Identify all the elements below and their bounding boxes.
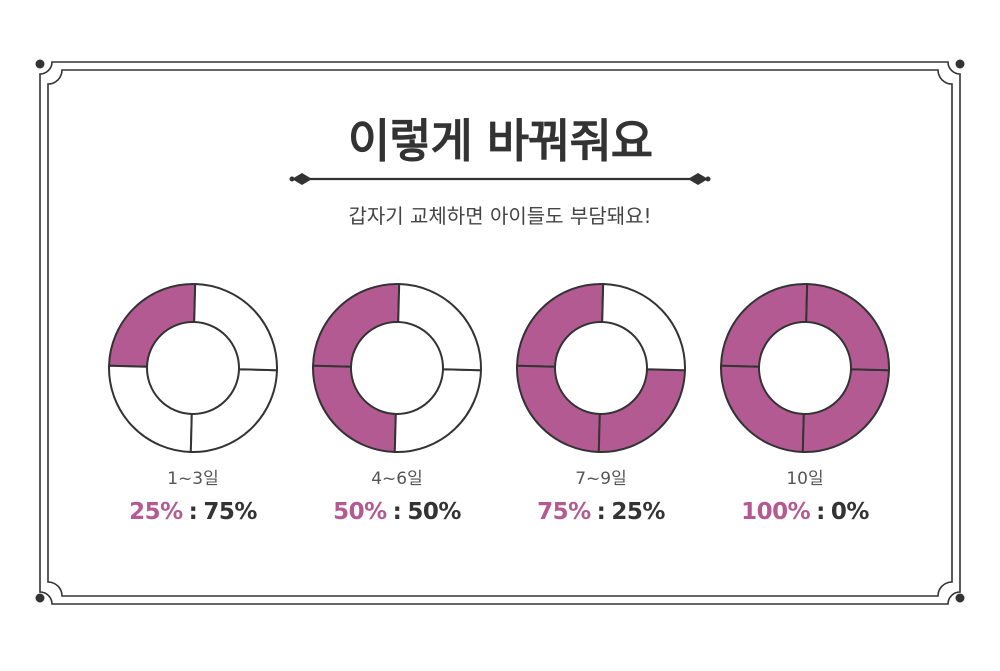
ring-segment-empty — [397, 283, 482, 372]
ratio-separator: : — [188, 499, 198, 525]
ring-segment-filled — [516, 283, 605, 368]
ring-segment-empty — [108, 364, 193, 453]
ratio-item-4: 10일 100%:0% — [705, 280, 905, 525]
page-subtitle: 갑자기 교체하면 아이들도 부담돼요! — [348, 204, 652, 228]
old-percent: 50% — [407, 499, 461, 525]
ring-segment-empty — [601, 283, 686, 372]
ring-segment-filled — [720, 364, 805, 453]
ring-segment-filled — [597, 368, 686, 453]
old-percent: 75% — [203, 499, 257, 525]
donut-ring — [720, 283, 890, 453]
period-label: 7~9일 — [575, 469, 627, 489]
page-title: 이렇게 바꿔줘요 — [347, 114, 653, 168]
ratio-label: 50%:50% — [297, 499, 497, 525]
old-percent: 25% — [611, 499, 665, 525]
donut-ring — [312, 283, 482, 453]
donut-ring — [108, 283, 278, 453]
ring-segment-filled — [801, 368, 890, 453]
ring-segment-filled — [312, 364, 397, 453]
donut-ring — [516, 283, 686, 453]
old-percent: 0% — [830, 499, 870, 525]
ring-segment-empty — [393, 368, 482, 453]
ring-segment-filled — [108, 283, 197, 368]
ring-segment-filled — [805, 283, 890, 372]
ring-segment-filled — [516, 364, 601, 453]
ring-segment-empty — [193, 283, 278, 372]
ratio-separator: : — [392, 499, 402, 525]
ratio-separator: : — [596, 499, 606, 525]
ratio-item-2: 4~6일 50%:50% — [297, 280, 497, 525]
period-label: 10일 — [786, 469, 824, 489]
ratio-label: 75%:25% — [501, 499, 701, 525]
ring-segment-empty — [189, 368, 278, 453]
ratio-item-3: 7~9일 75%:25% — [501, 280, 701, 525]
new-percent: 100% — [741, 499, 811, 525]
period-label: 4~6일 — [371, 469, 423, 489]
new-percent: 25% — [129, 499, 183, 525]
title-divider — [289, 173, 711, 185]
ring-segment-filled — [312, 283, 401, 368]
ratio-label: 100%:0% — [705, 499, 905, 525]
ratio-label: 25%:75% — [93, 499, 293, 525]
ratio-separator: : — [816, 499, 825, 525]
new-percent: 50% — [333, 499, 387, 525]
period-label: 1~3일 — [167, 469, 219, 489]
ring-segment-filled — [720, 283, 809, 368]
ratio-item-1: 1~3일 25%:75% — [93, 280, 293, 525]
new-percent: 75% — [537, 499, 591, 525]
